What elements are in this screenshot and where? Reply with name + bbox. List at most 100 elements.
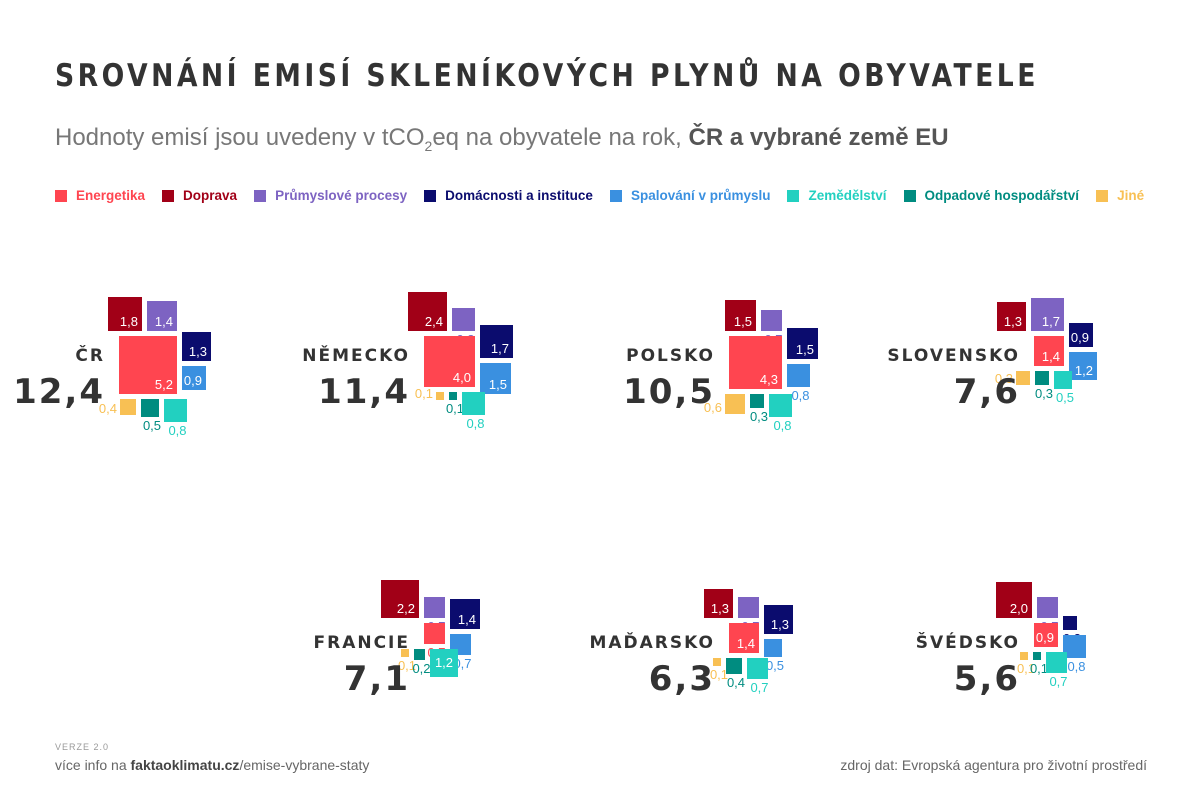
legend-item-energetika: Energetika: [55, 188, 145, 203]
value-label-spalovani: 0,5: [766, 658, 784, 673]
legend-item-doprava: Doprava: [162, 188, 237, 203]
legend-swatch: [609, 189, 622, 202]
chart-subtitle: Hodnoty emisí jsou uvedeny v tCO2eq na o…: [55, 124, 949, 154]
square-spalovani: Spalování v průmyslu: 0,5: [764, 639, 782, 657]
square-odpady: Odpadové hospodářství: 0,3: [750, 394, 764, 408]
square-prumysl-procesy: Průmyslové procesy: 1,7: [1031, 298, 1064, 331]
value-label-domacnosti: 1,3: [189, 344, 207, 359]
country-name: ČR: [75, 344, 105, 366]
square-doprava: Doprava: 2,2: [381, 580, 419, 618]
value-label-jine: 0,3: [995, 371, 1013, 386]
value-label-zemedelstvi: 0,8: [466, 416, 484, 431]
square-zemedelstvi: Zemědělství: 0,8: [462, 392, 485, 415]
value-label-prumysl-procesy: 1,4: [155, 314, 173, 329]
legend-label: Energetika: [76, 188, 146, 203]
country-total: 7,1: [344, 659, 410, 699]
country-name: NĚMECKO: [302, 344, 410, 366]
square-odpady: Odpadové hospodářství: 0,2: [414, 649, 425, 660]
square-domacnosti: Domácnosti a instituce: 0,3: [1063, 616, 1077, 630]
more-info-pre: více info na: [55, 757, 131, 773]
value-label-domacnosti: 1,7: [491, 341, 509, 356]
square-prumysl-procesy: Průmyslové procesy: 0,8: [452, 308, 475, 331]
value-label-spalovani: 1,5: [489, 377, 507, 392]
value-label-energetika: 1,4: [1042, 349, 1060, 364]
more-info: více info na faktaoklimatu.cz/emise-vybr…: [55, 757, 369, 773]
square-domacnosti: Domácnosti a instituce: 1,3: [764, 605, 793, 634]
square-zemedelstvi: Zemědělství: 0,8: [164, 399, 187, 422]
value-label-domacnosti: 1,5: [796, 342, 814, 357]
value-label-spalovani: 0,8: [1067, 659, 1085, 674]
value-label-odpady: 0,1: [446, 401, 464, 416]
value-label-jine: 0,6: [704, 400, 722, 415]
legend-swatch: [162, 189, 175, 202]
value-label-doprava: 2,0: [1010, 601, 1028, 616]
country-slovensko: Doprava: 1,31,3Průmyslové procesy: 1,7 1,…: [887, 298, 1097, 412]
square-spalovani: Spalování v průmyslu: 0,8: [787, 364, 810, 387]
square-prumysl-procesy: Průmyslové procesy: 1,4: [147, 301, 177, 331]
value-label-energetika: 4,3: [760, 372, 778, 387]
legend-label: Jiné: [1117, 188, 1145, 203]
value-label-doprava: 1,5: [734, 314, 752, 329]
legend-swatch: [903, 189, 916, 202]
country-francie: Doprava: 2,22,2 Průmyslové procesy: 0,7 0,…: [313, 580, 480, 699]
legend-swatch: [254, 189, 267, 202]
square-spalovani: Spalování v průmyslu: 1,5: [480, 363, 511, 394]
country-total: 10,5: [623, 372, 715, 412]
country-name: MAĎARSKO: [589, 631, 715, 653]
legend-swatch: [424, 189, 437, 202]
value-label-doprava: 2,4: [425, 314, 443, 329]
value-label-odpady: 0,3: [750, 409, 768, 424]
value-label-zemedelstvi: 0,7: [750, 680, 768, 695]
value-label-energetika: 1,4: [737, 636, 755, 651]
legend-label: Odpadové hospodářství: [924, 188, 1080, 203]
value-label-energetika: 5,2: [155, 377, 173, 392]
value-label-spalovani: 1,2: [1075, 363, 1093, 378]
value-label-doprava: 1,3: [1004, 314, 1022, 329]
square-jine: Jiné: 0,1: [713, 658, 721, 666]
country-total: 12,4: [13, 372, 105, 412]
value-label-jine: 0,1: [398, 658, 416, 673]
value-label-zemedelstvi: 0,5: [1056, 390, 1074, 405]
square-energetika: Energetika: 0,7: [424, 623, 445, 644]
square-doprava: Doprava: 2,0: [996, 582, 1032, 618]
value-label-jine: 0,4: [99, 401, 117, 416]
value-label-spalovani: 0,8: [791, 388, 809, 403]
legend-item-odpady: Odpadové hospodářství: [903, 188, 1080, 203]
square-doprava: Doprava: 1,3: [704, 589, 733, 618]
value-label-odpady: 0,1: [1030, 661, 1048, 676]
square-doprava: Doprava: 1,3: [997, 302, 1026, 331]
square-odpady: Odpadové hospodářství: 0,3: [1035, 371, 1049, 385]
square-jine: Jiné: 0,3: [1016, 371, 1030, 385]
country-name: POLSKO: [626, 346, 715, 366]
legend-item-zemedelstvi: Zemědělství: [787, 188, 887, 203]
square-zemedelstvi: Zemědělství: 0,8: [769, 394, 792, 417]
country-cr: Doprava: 1,81,8Průmyslové procesy: 1,4 1,…: [13, 297, 211, 438]
country-name: SLOVENSKO: [887, 346, 1020, 366]
chart-title: SROVNÁNÍ EMISÍ SKLENÍKOVÝCH PLYNŮ NA OBY…: [55, 58, 1039, 94]
value-label-zemedelstvi: 0,8: [168, 423, 186, 438]
country-name: FRANCIE: [313, 633, 410, 653]
square-domacnosti: Domácnosti a instituce: 1,7: [480, 325, 513, 358]
square-zemedelstvi: Zemědělství: 0,7: [747, 658, 768, 679]
value-label-energetika: 0,9: [1036, 630, 1054, 645]
more-info-link[interactable]: faktaoklimatu.cz: [130, 757, 240, 773]
square-jine: Jiné: 0,4: [120, 399, 136, 415]
square-domacnosti: Domácnosti a instituce: 1,4: [450, 599, 480, 629]
legend-label: Průmyslové procesy: [275, 188, 408, 203]
data-source: zdroj dat: Evropská agentura pro životní…: [840, 757, 1147, 773]
subtitle-text: Hodnoty emisí jsou uvedeny v tCO: [55, 124, 425, 151]
square-energetika: Energetika: 0,9: [1034, 623, 1058, 647]
value-label-jine: 0,1: [710, 667, 728, 682]
country-total: 6,3: [649, 659, 715, 699]
country-total: 7,6: [954, 372, 1020, 412]
legend-item-domacnosti: Domácnosti a instituce: [424, 188, 593, 203]
square-spalovani: Spalování v průmyslu: 1,2: [1069, 352, 1097, 380]
square-prumysl-procesy: Průmyslové procesy: 0,7: [1037, 597, 1058, 618]
square-prumysl-procesy: Průmyslové procesy: 0,7: [761, 310, 782, 331]
square-odpady: Odpadové hospodářství: 0,1: [449, 392, 457, 400]
value-label-prumysl-procesy: 1,7: [1042, 314, 1060, 329]
legend-swatch: [1096, 189, 1109, 202]
square-odpady: Odpadové hospodářství: 0,5: [141, 399, 159, 417]
legend-label: Spalování v průmyslu: [630, 188, 771, 203]
